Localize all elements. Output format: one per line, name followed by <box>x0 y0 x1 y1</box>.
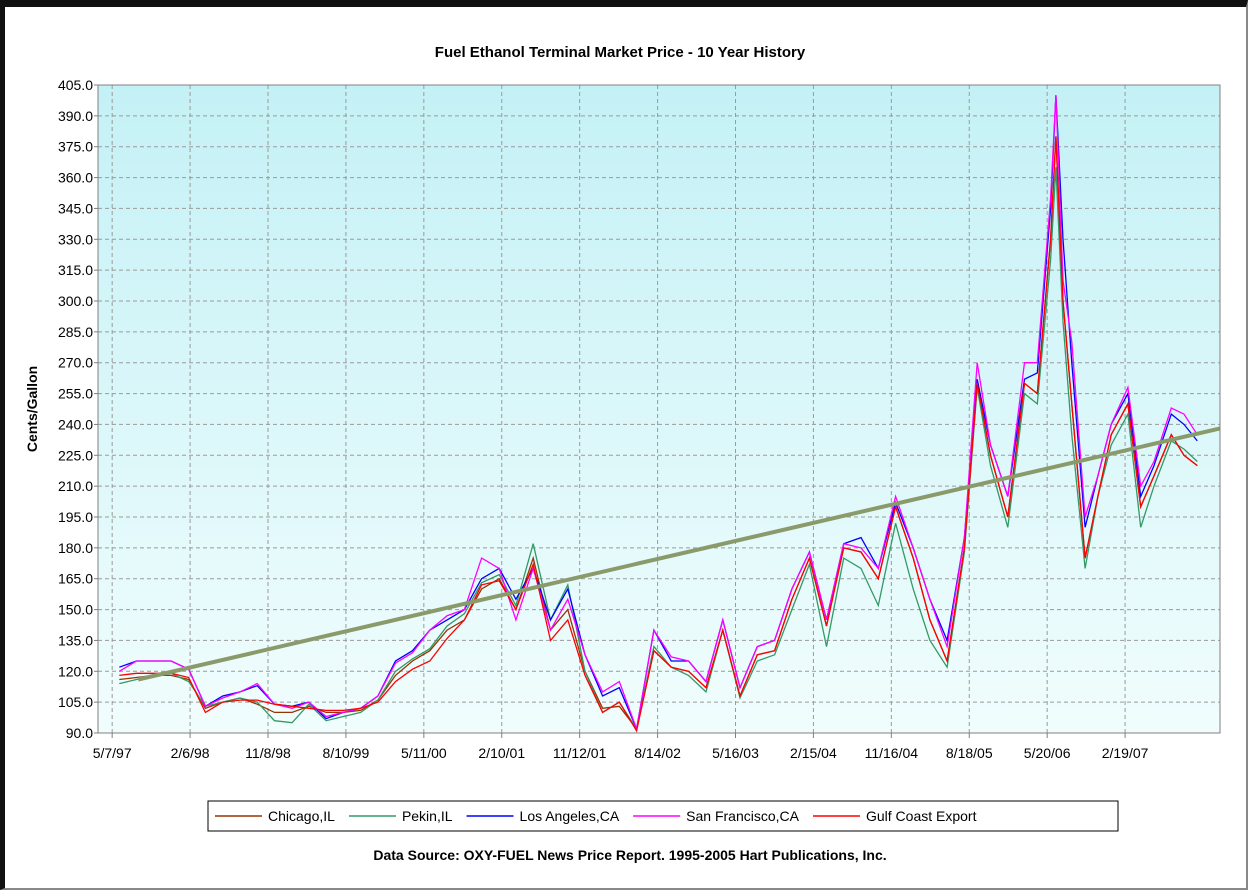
x-tick-label: 2/15/04 <box>790 745 837 761</box>
x-tick-label: 8/14/02 <box>634 745 681 761</box>
y-tick-label: 285.0 <box>58 324 93 340</box>
x-tick-label: 5/7/97 <box>93 745 132 761</box>
y-tick-label: 270.0 <box>58 355 93 371</box>
y-tick-label: 225.0 <box>58 447 93 463</box>
legend-label: Gulf Coast Export <box>866 808 977 824</box>
y-tick-label: 210.0 <box>58 478 93 494</box>
x-tick-label: 5/11/00 <box>401 745 447 761</box>
y-tick-label: 90.0 <box>66 725 93 741</box>
y-tick-label: 345.0 <box>58 200 93 216</box>
x-tick-label: 2/6/98 <box>171 745 210 761</box>
series-line <box>119 136 1198 733</box>
plot-border <box>97 84 1221 734</box>
y-tick-label: 105.0 <box>58 694 93 710</box>
y-tick-label: 330.0 <box>58 231 93 247</box>
x-tick-label: 8/10/99 <box>323 745 370 761</box>
series-line <box>118 95 1198 732</box>
y-tick-label: 255.0 <box>58 386 93 402</box>
x-tick-label: 11/8/98 <box>245 745 291 761</box>
y-tick-label: 150.0 <box>58 602 93 618</box>
series-line <box>119 167 1198 731</box>
x-tick-label: 11/16/04 <box>865 745 919 761</box>
y-tick-label: 120.0 <box>58 663 93 679</box>
x-tick-label: 8/18/05 <box>946 745 993 761</box>
legend-label: San Francisco,CA <box>686 808 799 824</box>
y-tick-label: 375.0 <box>58 139 93 155</box>
y-tick-label: 315.0 <box>58 262 93 278</box>
trend-line <box>137 426 1220 682</box>
x-tick-label: 5/20/06 <box>1024 745 1071 761</box>
source-note: Data Source: OXY-FUEL News Price Report.… <box>373 847 886 863</box>
y-tick-label: 405.0 <box>58 77 93 93</box>
y-tick-label: 300.0 <box>58 293 93 309</box>
y-tick-label: 240.0 <box>58 416 93 432</box>
y-tick-label: 180.0 <box>58 540 93 556</box>
y-tick-label: 390.0 <box>58 108 93 124</box>
x-tick-label: 11/12/01 <box>553 745 607 761</box>
x-tick-label: 5/16/03 <box>712 745 759 761</box>
y-tick-label: 135.0 <box>58 632 93 648</box>
legend-label: Chicago,IL <box>268 808 335 824</box>
chart-title: Fuel Ethanol Terminal Market Price - 10 … <box>435 44 806 61</box>
y-tick-label: 165.0 <box>58 571 93 587</box>
y-tick-label: 195.0 <box>58 509 93 525</box>
y-tick-label: 360.0 <box>58 170 93 186</box>
x-tick-label: 2/19/07 <box>1102 745 1149 761</box>
x-tick-label: 2/10/01 <box>478 745 525 761</box>
plot-area <box>98 85 1220 733</box>
legend-label: Los Angeles,CA <box>520 808 620 824</box>
y-axis-label: Cents/Gallon <box>24 366 40 452</box>
legend-label: Pekin,IL <box>402 808 453 824</box>
